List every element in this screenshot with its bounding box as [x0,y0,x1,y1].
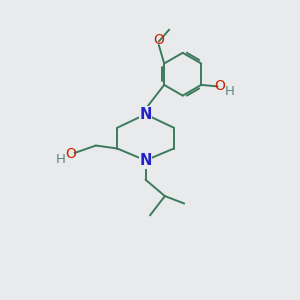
Text: N: N [140,153,152,168]
Text: H: H [56,153,66,166]
Text: O: O [153,33,164,47]
Text: O: O [214,79,225,93]
Text: O: O [65,148,76,161]
Text: H: H [225,85,235,98]
Text: N: N [140,107,152,122]
